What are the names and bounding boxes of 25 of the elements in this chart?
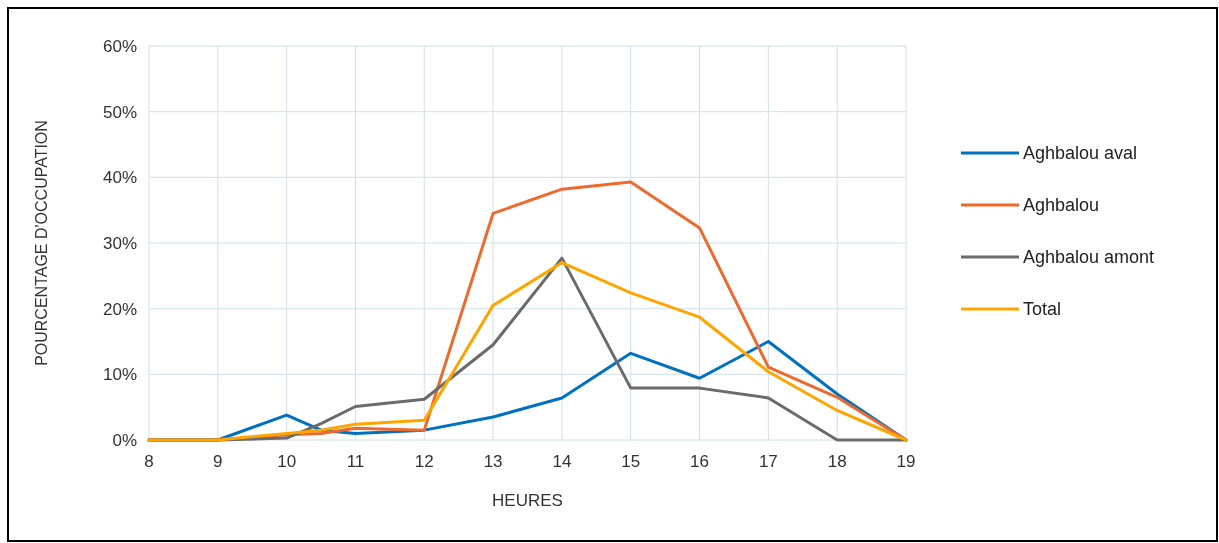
x-tick-label: 14 (552, 452, 572, 471)
x-tick-label: 16 (690, 452, 710, 471)
y-tick-label: 10% (102, 365, 137, 385)
x-tick-label: 13 (483, 452, 503, 471)
y-tick-label: 40% (102, 168, 137, 188)
x-tick-label: 15 (621, 452, 641, 471)
x-tick-label: 8 (144, 452, 154, 471)
legend-label: Aghbalou amont (1023, 247, 1155, 268)
y-tick-label: 60% (102, 36, 137, 56)
x-tick-label: 9 (213, 452, 223, 471)
y-tick-label: 0% (112, 430, 137, 450)
x-tick-label: 12 (414, 452, 434, 471)
y-tick-label: 20% (102, 299, 137, 319)
x-tick-label: 10 (277, 452, 297, 471)
x-tick-label: 18 (827, 452, 847, 471)
legend-label: Aghbalou aval (1023, 143, 1138, 164)
y-tick-label: 50% (102, 102, 137, 122)
y-axis-title: POURCENTAGE D'OCCUPATION (33, 120, 50, 366)
legend-label: Total (1023, 299, 1062, 320)
x-tick-label: 17 (758, 452, 778, 471)
x-tick-label: 11 (346, 452, 365, 471)
x-axis-title: HEURES (492, 491, 563, 510)
legend-label: Aghbalou (1023, 195, 1100, 216)
y-tick-label: 30% (102, 233, 137, 253)
x-tick-label: 19 (896, 452, 916, 471)
